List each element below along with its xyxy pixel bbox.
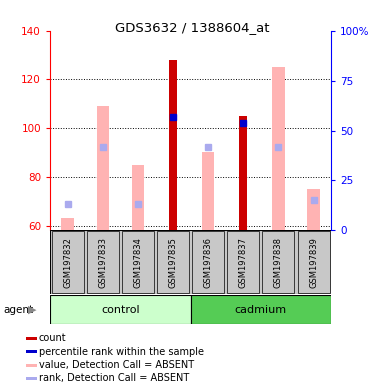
Text: value, Detection Call = ABSENT: value, Detection Call = ABSENT [39, 360, 194, 370]
Text: control: control [101, 305, 140, 314]
Bar [239, 116, 247, 230]
Text: GSM197833: GSM197833 [98, 237, 107, 288]
Bar [307, 189, 320, 230]
Bar [191, 295, 331, 324]
Bar [132, 165, 144, 230]
Text: GSM197832: GSM197832 [63, 237, 72, 288]
Text: GSM197835: GSM197835 [169, 237, 177, 288]
Bar [157, 231, 189, 293]
Bar [26, 377, 37, 380]
Text: agent: agent [4, 305, 34, 314]
Bar [52, 231, 84, 293]
Text: GSM197839: GSM197839 [309, 237, 318, 288]
Bar [169, 60, 177, 230]
Bar [26, 337, 37, 340]
Text: GSM197838: GSM197838 [274, 237, 283, 288]
Text: percentile rank within the sample: percentile rank within the sample [39, 347, 204, 357]
Bar [227, 231, 259, 293]
Bar [263, 231, 295, 293]
Text: rank, Detection Call = ABSENT: rank, Detection Call = ABSENT [39, 373, 189, 384]
Bar [26, 350, 37, 353]
Text: GSM197834: GSM197834 [133, 237, 142, 288]
Bar [192, 231, 224, 293]
Bar [87, 231, 119, 293]
Bar [272, 67, 285, 230]
Bar [62, 218, 74, 230]
Bar [97, 106, 109, 230]
Bar [26, 364, 37, 367]
Text: cadmium: cadmium [235, 305, 287, 314]
Text: ▶: ▶ [28, 305, 36, 314]
Text: GDS3632 / 1388604_at: GDS3632 / 1388604_at [115, 21, 270, 34]
Text: count: count [39, 333, 67, 343]
Bar [122, 231, 154, 293]
Bar [202, 152, 214, 230]
Bar [298, 231, 330, 293]
Bar [50, 295, 191, 324]
Text: GSM197837: GSM197837 [239, 237, 248, 288]
Text: GSM197836: GSM197836 [204, 237, 213, 288]
